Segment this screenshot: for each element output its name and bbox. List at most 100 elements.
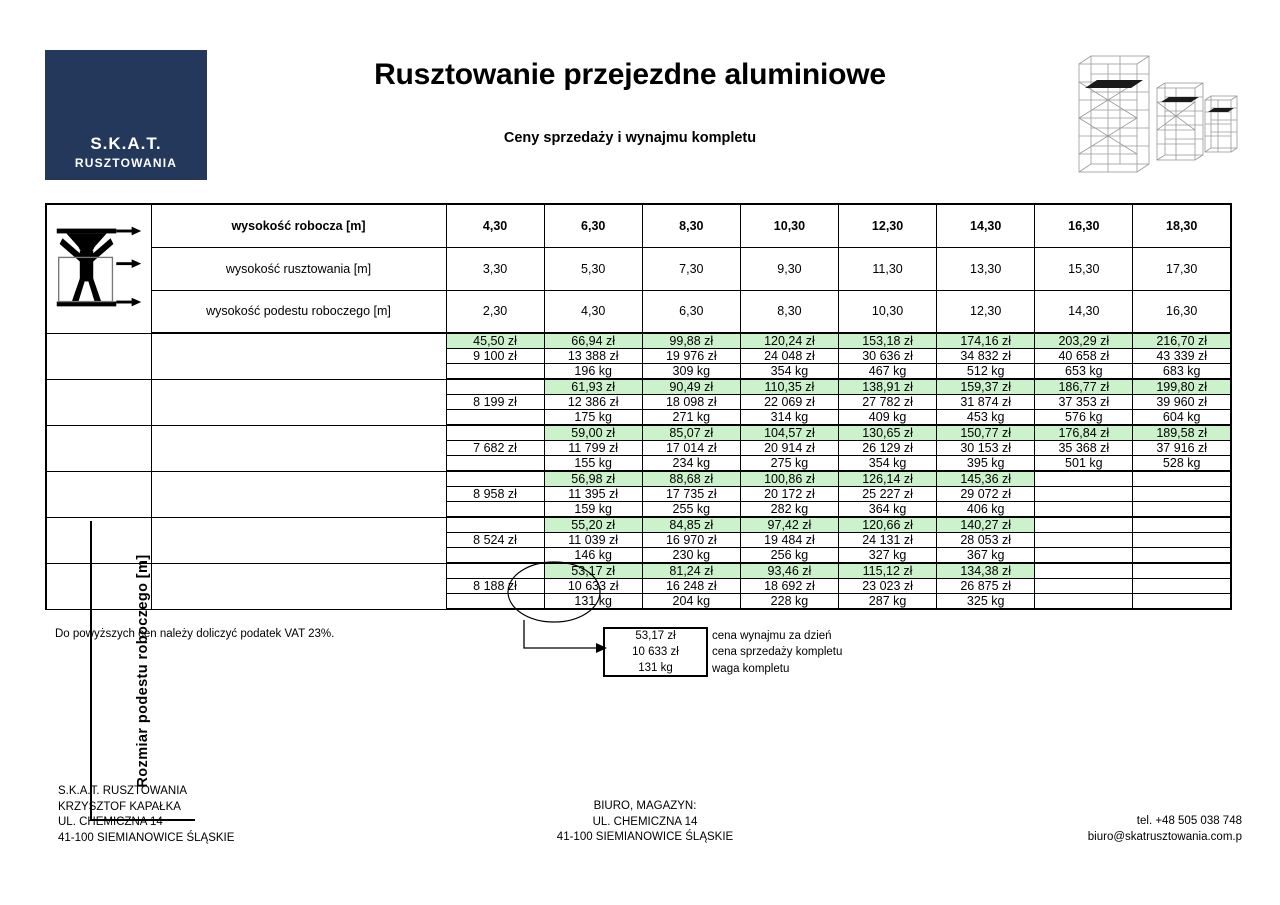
cell-mass-r5-c7: [1132, 593, 1233, 610]
page-subtitle: Ceny sprzedaży i wynajmu kompletu: [503, 130, 757, 146]
cell-mass-r1-c7: 604 kg: [1132, 409, 1233, 426]
cell-sale-r5-c0: 8 188 zł: [445, 578, 545, 594]
platform-size-cell: [45, 470, 152, 518]
cell-rent-r4-c5: 140,27 zł: [936, 516, 1036, 533]
footer-email: biuro@skatrusztowania.com.p: [1087, 830, 1242, 843]
cell-rent-r0-c0: 45,50 zł: [445, 332, 545, 349]
cell-mass-r2-c7: 528 kg: [1132, 455, 1233, 472]
cell-sale-r1-c6: 37 353 zł: [1034, 394, 1134, 410]
cell-sale-r4-c3: 19 484 zł: [739, 532, 840, 548]
cell-mass-r4-c2: 230 kg: [641, 547, 741, 564]
cell-sale-r3-c0: 8 958 zł: [445, 486, 545, 502]
platform-size-cell: [45, 424, 152, 472]
cell-mass-r1-c3: 314 kg: [739, 409, 840, 426]
cell-rent-r2-c3: 104,57 zł: [739, 424, 840, 441]
callout-value-rent: 53,17 zł: [635, 630, 676, 642]
cell-sale-r4-c1: 11 039 zł: [543, 532, 643, 548]
cell-sale-r0-c2: 19 976 zł: [641, 348, 741, 364]
cell-sale-r0-c5: 34 832 zł: [936, 348, 1036, 364]
cell-mass-r4-c0: [445, 547, 545, 564]
cell-rent-r1-c5: 159,37 zł: [936, 378, 1036, 395]
scaffold-height-7: 17,30: [1132, 246, 1233, 291]
footer-mid-line-1: UL. CHEMICZNA 14: [592, 815, 698, 828]
table-row-working-height: wysokość robocza [m] 4,30 6,30 8,30 10,3…: [45, 203, 1233, 334]
cell-rent-r1-c0: [445, 378, 545, 395]
table-row: 7 682 zł 11 799 zł 17 014 zł 20 914 zł 26 12…: [46, 440, 1233, 456]
cell-rent-r0-c3: 120,24 zł: [739, 332, 840, 349]
cell-sale-r5-c1: 10 633 zł: [543, 578, 643, 594]
callout-legend-sale: cena sprzedaży kompletu: [712, 646, 843, 659]
company-logo: S.K.A.T. RUSZTOWANIA: [45, 50, 207, 180]
cell-sale-r2-c6: 35 368 zł: [1034, 440, 1134, 456]
table-row: 8 524 zł 11 039 zł 16 970 zł 19 484 zł 24 13…: [46, 532, 1233, 548]
cell-rent-r5-c2: 81,24 zł: [641, 562, 741, 579]
platform-height-7: 16,30: [1132, 289, 1233, 334]
footer-left-line-1: KRZYSZTOF KAPAŁKA: [58, 800, 181, 813]
cell-mass-r3-c5: 406 kg: [936, 501, 1036, 518]
cell-mass-r0-c0: [445, 363, 545, 380]
cell-sale-r0-c3: 24 048 zł: [739, 348, 840, 364]
cell-sale-r4-c2: 16 970 zł: [641, 532, 741, 548]
cell-rent-r5-c1: 53,17 zł: [543, 562, 643, 579]
cell-mass-r5-c0: [445, 593, 545, 610]
cell-sale-r4-c7: [1132, 532, 1233, 548]
callout-example-box: 53,17 zł 10 633 zł 131 kg: [603, 627, 708, 677]
working-height-6: 16,30: [1034, 203, 1134, 248]
cell-mass-r0-c4: 467 kg: [837, 363, 938, 380]
title-block: Rusztowanie przejezdne aluminiowe Ceny s…: [250, 58, 1010, 146]
cell-mass-r3-c0: [445, 501, 545, 518]
table-row: 9 100 zł 13 388 zł 19 976 zł 24 048 zł 30 63…: [46, 348, 1233, 364]
cell-rent-r5-c5: 134,38 zł: [936, 562, 1036, 579]
page-header: S.K.A.T. RUSZTOWANIA Rusztowanie przejez…: [0, 0, 1280, 190]
cell-sale-r1-c4: 27 782 zł: [837, 394, 938, 410]
table-row: 56,98 zł 88,68 zł 100,86 zł 126,14 zł 145,36…: [45, 470, 1233, 518]
cell-sale-r1-c2: 18 098 zł: [641, 394, 741, 410]
cell-mass-r1-c1: 175 kg: [543, 409, 643, 426]
platform-height-0: 2,30: [445, 289, 545, 334]
cell-sale-r2-c0: 7 682 zł: [445, 440, 545, 456]
cell-mass-r3-c3: 282 kg: [739, 501, 840, 518]
cell-mass-r5-c5: 325 kg: [936, 593, 1036, 610]
cell-sale-r5-c3: 18 692 zł: [739, 578, 840, 594]
platform-height-5: 12,30: [936, 289, 1036, 334]
cell-mass-r4-c1: 146 kg: [543, 547, 643, 564]
cell-mass-r3-c6: [1034, 501, 1134, 518]
cell-rent-r3-c4: 126,14 zł: [837, 470, 938, 487]
cell-mass-r1-c0: [445, 409, 545, 426]
cell-sale-r0-c6: 40 658 zł: [1034, 348, 1134, 364]
table-row: 8 199 zł 12 386 zł 18 098 zł 22 069 zł 27 78…: [46, 394, 1233, 410]
cell-sale-r2-c2: 17 014 zł: [641, 440, 741, 456]
table-row: 53,17 zł 81,24 zł 93,46 zł 115,12 zł 134,38 …: [45, 562, 1233, 610]
cell-rent-r5-c6: [1034, 562, 1134, 579]
cell-sale-r1-c0: 8 199 zł: [445, 394, 545, 410]
cell-sale-r3-c1: 11 395 zł: [543, 486, 643, 502]
platform-size-cell: [45, 378, 152, 426]
cell-mass-r2-c5: 395 kg: [936, 455, 1036, 472]
cell-rent-r1-c6: 186,77 zł: [1034, 378, 1134, 395]
worker-platform-icon: [45, 203, 152, 334]
cell-mass-r2-c3: 275 kg: [739, 455, 840, 472]
price-table: wysokość robocza [m] 4,30 6,30 8,30 10,3…: [45, 203, 1233, 610]
cell-mass-r3-c7: [1132, 501, 1233, 518]
footer-mid-line-0: BIURO, MAGAZYN:: [593, 800, 697, 812]
cell-sale-r4-c6: [1034, 532, 1134, 548]
scaffold-height-1: 5,30: [543, 246, 643, 291]
footer-contact-block: tel. +48 505 038 748 biuro@skatrusztowan…: [1088, 814, 1242, 845]
footer-mid-line-2: 41-100 SIEMIANOWICE ŚLĄSKIE: [556, 831, 734, 843]
cell-rent-r1-c7: 199,80 zł: [1132, 378, 1233, 395]
scaffold-tower-illustration: [1078, 55, 1238, 173]
cell-sale-r0-c1: 13 388 zł: [543, 348, 643, 364]
cell-rent-r2-c0: [445, 424, 545, 441]
cell-rent-r1-c1: 61,93 zł: [543, 378, 643, 395]
cell-sale-r0-c0: 9 100 zł: [445, 348, 545, 364]
cell-mass-r3-c4: 364 kg: [837, 501, 938, 518]
cell-sale-r3-c7: [1132, 486, 1233, 502]
cell-rent-r0-c2: 99,88 zł: [641, 332, 741, 349]
cell-sale-r5-c4: 23 023 zł: [837, 578, 938, 594]
cell-sale-r3-c5: 29 072 zł: [936, 486, 1036, 502]
footer-left-line-2: UL. CHEMICZNA 14: [58, 816, 163, 828]
scaffold-height-5: 13,30: [936, 246, 1036, 291]
working-height-3: 10,30: [739, 203, 840, 248]
platform-height-6: 14,30: [1034, 289, 1134, 334]
cell-mass-r3-c2: 255 kg: [641, 501, 741, 518]
